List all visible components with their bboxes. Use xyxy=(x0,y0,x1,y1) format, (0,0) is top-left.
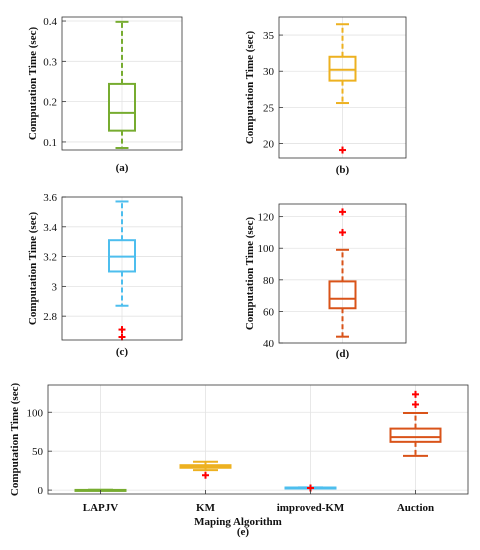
panel-b: 20 25 30 35 Computation Time (sec) (b) xyxy=(244,16,407,176)
outlier-point xyxy=(202,471,209,479)
axes-frame xyxy=(47,384,469,495)
y-tick-label: 60 xyxy=(263,306,275,318)
x-tick-label: KM xyxy=(196,502,216,514)
y-tick-label: 20 xyxy=(263,139,275,151)
y-tick-label: 0.4 xyxy=(43,16,57,28)
iqr-box xyxy=(108,82,136,132)
iqr-box xyxy=(328,280,357,310)
y-axis-label: Computation Time (sec) xyxy=(27,27,39,141)
iqr-box xyxy=(328,55,357,82)
y-tick-label: 0.2 xyxy=(43,97,57,109)
box-3 xyxy=(389,390,442,457)
y-axis-label: Computation Time (sec) xyxy=(244,217,256,331)
y-axis-label: Computation Time (sec) xyxy=(244,31,256,145)
panel-e: 0 50 100 LAPJV KM improved-KM Auction Maping Al… xyxy=(9,383,469,538)
x-tick-label: improved-KM xyxy=(277,502,345,514)
y-tick-label: 3.6 xyxy=(43,192,57,204)
panel-caption: (b) xyxy=(336,164,350,176)
box-0 xyxy=(328,23,357,154)
y-tick-label: 80 xyxy=(263,275,275,287)
panel-caption: (a) xyxy=(116,162,129,174)
outlier-point xyxy=(118,333,126,341)
box-0 xyxy=(328,208,357,338)
panel-c: 2.8 3 3.2 3.4 3.6 Computation Time (sec) (c) xyxy=(27,192,183,358)
y-tick-label: 3.4 xyxy=(43,222,57,234)
iqr-box xyxy=(389,427,442,443)
y-tick-label: 30 xyxy=(263,66,275,78)
panel-caption: (e) xyxy=(237,526,250,538)
box-1 xyxy=(179,460,232,479)
outlier-point xyxy=(339,228,346,236)
axes-frame xyxy=(278,203,407,344)
outlier-point xyxy=(339,146,346,154)
y-axis-label: Computation Time (sec) xyxy=(27,212,39,326)
panel-caption: (d) xyxy=(336,348,350,360)
panel-caption: (c) xyxy=(116,346,129,358)
box-2 xyxy=(284,484,337,492)
y-tick-label: 100 xyxy=(27,407,44,419)
y-tick-label: 3.2 xyxy=(43,252,57,264)
axes-frame xyxy=(278,16,407,159)
outlier-point xyxy=(339,208,346,216)
y-tick-label: 50 xyxy=(32,446,44,458)
axes-frame xyxy=(61,196,183,341)
y-axis-label: Computation Time (sec) xyxy=(9,383,21,497)
y-tick-label: 40 xyxy=(263,338,275,350)
outlier-point xyxy=(412,390,419,398)
y-tick-label: 35 xyxy=(263,30,275,42)
y-tick-label: 0 xyxy=(38,485,44,497)
y-tick-label: 0.3 xyxy=(43,56,57,68)
x-tick-label: Auction xyxy=(397,502,434,514)
y-tick-label: 120 xyxy=(258,212,275,224)
y-tick-label: 25 xyxy=(263,102,275,114)
x-tick-label: LAPJV xyxy=(83,502,119,514)
box-0 xyxy=(108,20,136,149)
y-tick-label: 2.8 xyxy=(43,311,57,323)
y-tick-label: 100 xyxy=(258,243,275,255)
box-0 xyxy=(108,200,136,341)
outlier-point xyxy=(118,326,126,334)
y-tick-label: 0.1 xyxy=(43,137,57,149)
axes-frame xyxy=(61,16,183,151)
outlier-point xyxy=(412,400,419,408)
x-axis-label: Maping Algorithm xyxy=(194,516,282,528)
panel-a: 0.1 0.2 0.3 0.4 Computation Time (sec) (a) xyxy=(27,16,183,174)
y-tick-label: 3 xyxy=(52,281,58,293)
